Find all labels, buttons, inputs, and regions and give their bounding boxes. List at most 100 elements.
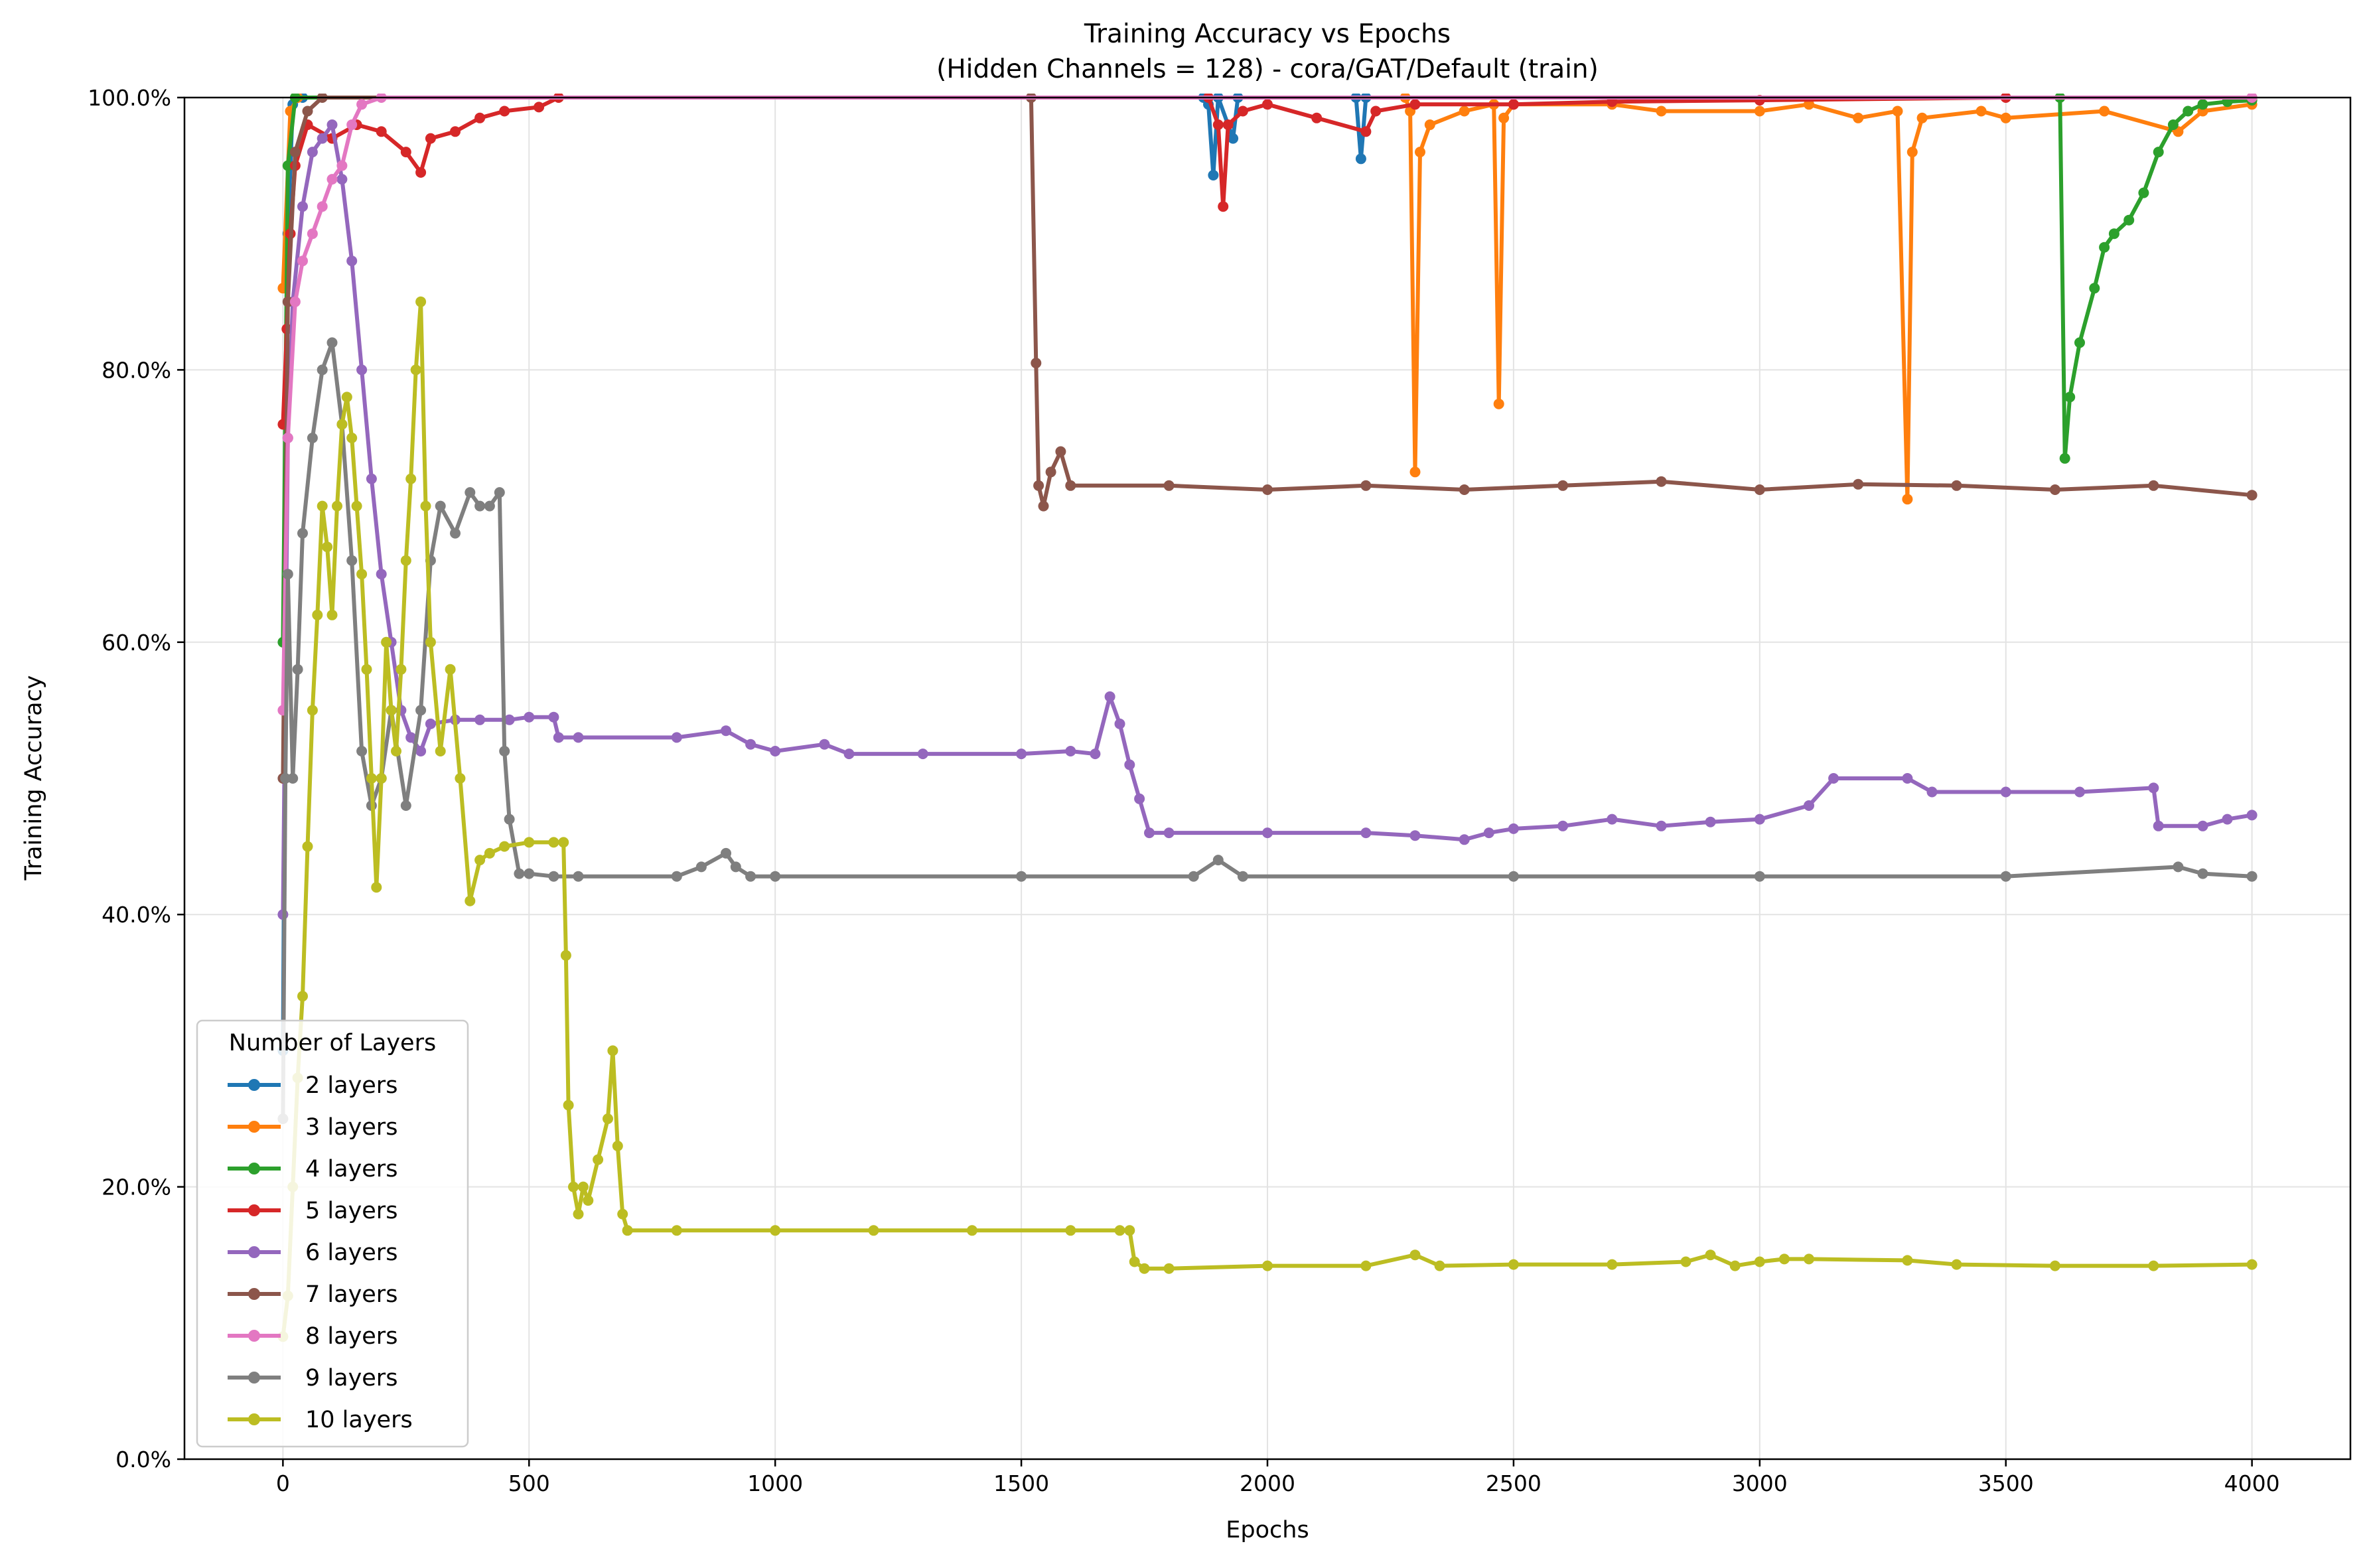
legend-item: 10 layers (228, 1407, 413, 1433)
data-point (524, 868, 535, 879)
data-point (553, 732, 564, 743)
data-point (415, 705, 427, 716)
data-point (1237, 106, 1248, 117)
data-point (297, 201, 308, 212)
data-point (376, 773, 387, 784)
data-point (504, 714, 515, 725)
data-point (593, 1154, 604, 1165)
data-point (1188, 871, 1199, 882)
data-point (420, 500, 431, 512)
data-point (745, 739, 756, 750)
series-group (277, 94, 2258, 1342)
x-tick-label: 4000 (2224, 1470, 2280, 1496)
x-tick-label: 2000 (1240, 1470, 1295, 1496)
data-point (450, 528, 461, 539)
data-point (474, 855, 486, 866)
data-point (2074, 786, 2085, 798)
legend-swatch-marker (248, 1121, 260, 1133)
data-point (2167, 119, 2179, 130)
data-point (1065, 480, 1076, 491)
data-point (1424, 119, 1435, 130)
legend-label: 10 layers (305, 1407, 413, 1433)
data-point (1902, 494, 1913, 505)
data-point (1656, 820, 1667, 831)
legend-swatch-marker (248, 1079, 260, 1091)
data-point (415, 296, 427, 307)
y-axis-label: Training Accuracy (21, 675, 47, 881)
data-point (514, 868, 525, 879)
data-point (1033, 480, 1044, 491)
data-point (1163, 827, 1175, 839)
series-line (281, 123, 2253, 915)
data-point (292, 664, 303, 675)
data-point (1415, 147, 1425, 158)
x-tick-label: 0 (276, 1470, 290, 1496)
data-point (326, 337, 338, 348)
data-point (1311, 112, 1323, 123)
data-point (1360, 126, 1372, 137)
data-point (917, 748, 928, 760)
data-point (568, 1181, 579, 1192)
legend-item: 5 layers (228, 1198, 397, 1224)
data-point (1124, 1225, 1135, 1236)
data-point (474, 500, 486, 512)
data-point (2153, 820, 2164, 831)
data-point (302, 841, 313, 852)
data-point (671, 1225, 682, 1236)
data-point (1355, 153, 1366, 165)
legend-item: 3 layers (228, 1114, 397, 1141)
data-point (573, 871, 584, 882)
data-point (1828, 773, 1839, 784)
data-point (1212, 855, 1224, 866)
legend-label: 3 layers (305, 1114, 397, 1141)
x-axis-label: Epochs (1226, 1517, 1309, 1543)
data-point (1163, 1263, 1175, 1274)
data-point (1926, 786, 1938, 798)
data-point (2246, 871, 2258, 882)
data-point (2123, 214, 2135, 226)
legend-swatch-marker (248, 1330, 260, 1342)
series-7 (277, 94, 2258, 716)
data-point (1114, 1225, 1125, 1236)
data-point (622, 1225, 633, 1236)
data-point (2173, 861, 2184, 873)
data-point (386, 705, 397, 716)
data-point (455, 773, 466, 784)
data-point (400, 147, 411, 158)
data-point (2049, 1260, 2060, 1271)
data-point (307, 228, 318, 240)
data-point (302, 106, 313, 117)
data-point (280, 773, 291, 784)
data-point (2099, 242, 2110, 253)
data-point (307, 705, 318, 716)
data-point (336, 419, 348, 430)
data-point (612, 1141, 623, 1151)
data-point (1853, 478, 1864, 490)
data-point (1754, 106, 1765, 117)
data-point (1237, 871, 1248, 882)
data-point (317, 133, 328, 144)
legend-item: 8 layers (228, 1323, 397, 1350)
data-point (371, 882, 382, 893)
data-point (415, 167, 427, 178)
data-point (361, 664, 372, 675)
legend-label: 6 layers (305, 1240, 397, 1266)
legend-label: 8 layers (305, 1323, 397, 1350)
data-point (494, 487, 505, 498)
legend: Number of Layers 2 layers 3 layers 4 layers… (196, 1019, 469, 1448)
data-point (1129, 1256, 1140, 1267)
data-point (282, 569, 293, 580)
x-tick-label: 1000 (747, 1470, 803, 1496)
data-point (1705, 816, 1716, 827)
data-point (1483, 827, 1494, 839)
data-point (351, 500, 362, 512)
x-tick-label: 1500 (993, 1470, 1049, 1496)
data-point (1508, 1259, 1519, 1270)
legend-item: 9 layers (228, 1365, 397, 1391)
data-point (671, 732, 682, 743)
data-point (1656, 476, 1667, 487)
data-point (297, 991, 308, 1002)
data-point (1262, 99, 1273, 110)
